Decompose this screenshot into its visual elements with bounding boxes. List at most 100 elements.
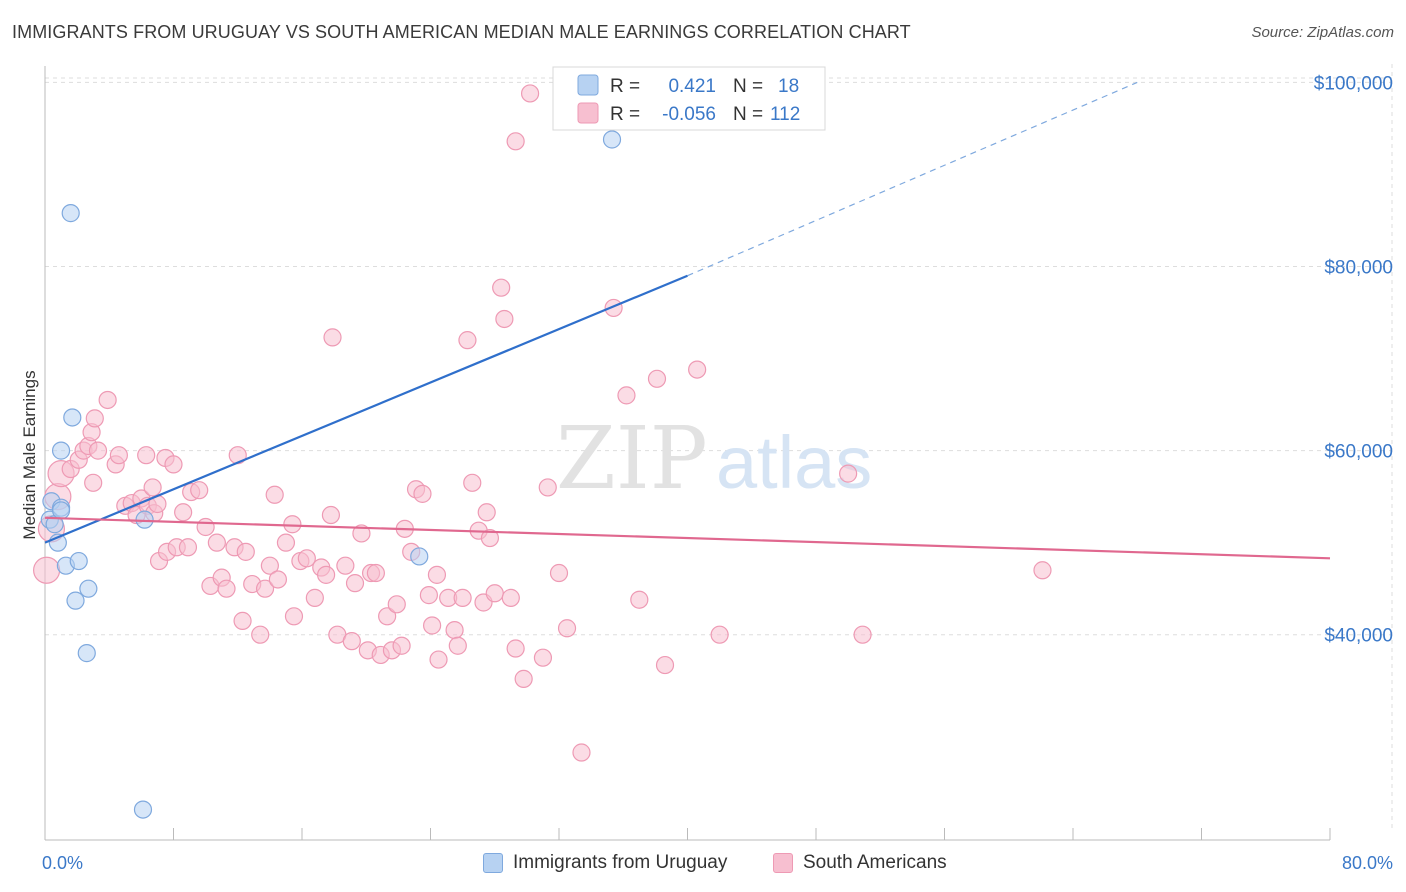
pink-point-42 (251, 625, 270, 644)
pink-point-20 (137, 446, 156, 465)
pink-point-10 (85, 409, 104, 428)
watermark-atlas: atlas (716, 421, 872, 504)
x-tick-label-0: 0.0% (42, 853, 83, 873)
series-legend: Immigrants from Uruguay South Americans (0, 852, 1406, 878)
pink-point-80 (448, 636, 467, 655)
pink-point-46 (268, 570, 288, 589)
series-label-south-americans: South Americans (803, 852, 947, 873)
y-axis-label: Median Male Earnings (20, 370, 39, 539)
pink-point-0 (33, 556, 61, 584)
blue-point-16 (602, 130, 622, 149)
legend-r-label-2: R = (610, 104, 640, 125)
south-americans-points (33, 84, 1052, 762)
pink-point-55 (321, 505, 341, 525)
pink-point-81 (453, 588, 472, 607)
pink-point-79 (445, 620, 464, 640)
pink-point-69 (392, 636, 411, 655)
blue-point-15 (410, 547, 429, 566)
chart-title: IMMIGRANTS FROM URUGUAY VS SOUTH AMERICA… (12, 22, 911, 42)
blue-point-17 (51, 501, 71, 520)
blue-point-10 (69, 551, 88, 571)
pink-point-58 (336, 556, 355, 575)
pink-point-95 (520, 84, 540, 103)
legend-r-value-2: -0.056 (662, 104, 716, 125)
pink-point-97 (538, 478, 557, 497)
pink-point-29 (178, 538, 198, 557)
pink-point-45 (265, 485, 284, 504)
blue-point-14 (135, 510, 154, 529)
pink-point-77 (429, 650, 448, 669)
y-tick-label-1: $60,000 (1324, 442, 1393, 463)
pink-point-109 (853, 625, 872, 644)
pink-point-98 (549, 563, 569, 583)
pink-point-60 (345, 574, 365, 593)
pink-point-66 (378, 607, 397, 626)
legend-n-label-1: N = (733, 76, 763, 97)
pink-point-43 (255, 579, 275, 598)
legend-n-value-1: 18 (778, 76, 799, 97)
pink-point-51 (297, 549, 316, 568)
legend-r-value-1: 0.421 (668, 76, 716, 97)
blue-point-8 (63, 408, 82, 427)
pink-point-48 (283, 515, 302, 534)
pink-point-61 (352, 524, 371, 543)
x-tick-labels: 0.0% 80.0% (42, 853, 1393, 873)
pink-point-90 (495, 309, 514, 329)
legend-swatch-south-americans (577, 102, 599, 124)
pink-point-111 (84, 473, 103, 492)
pink-point-83 (463, 473, 482, 492)
pink-point-11 (98, 390, 117, 410)
y-tick-labels: $40,000 $60,000 $80,000 $100,000 (1314, 73, 1393, 646)
pink-point-9 (88, 441, 108, 460)
series-swatch-south-americans (773, 853, 793, 873)
legend-n-label-2: N = (733, 104, 763, 125)
y-tick-label-0: $40,000 (1324, 626, 1393, 647)
pink-point-49 (284, 607, 304, 626)
pink-point-93 (514, 669, 533, 688)
source-credit: Source: ZipAtlas.com (1251, 24, 1394, 41)
pink-point-91 (501, 588, 520, 607)
series-legend-item-uruguay: Immigrants from Uruguay (483, 852, 727, 874)
pink-point-82 (458, 331, 477, 350)
pink-point-107 (710, 625, 729, 644)
pink-point-56 (323, 328, 342, 347)
pink-point-64 (366, 563, 385, 583)
pink-point-32 (196, 517, 215, 537)
pink-point-96 (533, 648, 553, 667)
blue-point-7 (61, 204, 80, 223)
pink-point-75 (423, 616, 442, 635)
legend-n-value-2: 112 (770, 104, 800, 125)
pink-point-44 (260, 556, 279, 575)
correlation-legend: R = 0.421 N = 18 R = -0.056 N = 112 (552, 66, 826, 131)
pink-point-59 (342, 632, 361, 651)
pink-point-106 (688, 360, 707, 379)
series-label-uruguay: Immigrants from Uruguay (513, 852, 728, 873)
pink-point-26 (164, 455, 183, 474)
pink-point-68 (387, 595, 406, 614)
pink-point-100 (572, 743, 591, 762)
pink-point-40 (236, 542, 255, 561)
pink-point-52 (305, 588, 324, 607)
uruguay-trend-extension (687, 81, 1138, 277)
pink-point-28 (174, 503, 193, 522)
series-swatch-uruguay (483, 853, 503, 873)
axes (44, 66, 1331, 841)
uruguay-points (40, 130, 622, 819)
pink-point-54 (316, 565, 336, 584)
x-tick-label-1: 80.0% (1342, 853, 1393, 873)
pink-point-76 (427, 565, 447, 584)
pink-point-105 (655, 655, 675, 675)
pink-point-94 (506, 132, 525, 151)
pink-point-36 (217, 579, 236, 598)
pink-point-31 (190, 481, 209, 500)
pink-point-110 (1033, 561, 1052, 580)
watermark: ZIP atlas (556, 409, 872, 509)
pink-point-103 (630, 590, 649, 609)
pink-point-86 (477, 503, 496, 522)
pink-point-39 (233, 611, 252, 630)
pink-point-73 (413, 484, 432, 503)
pink-point-21 (143, 478, 162, 497)
blue-point-12 (79, 579, 98, 598)
series-legend-item-south-americans: South Americans (773, 852, 947, 874)
